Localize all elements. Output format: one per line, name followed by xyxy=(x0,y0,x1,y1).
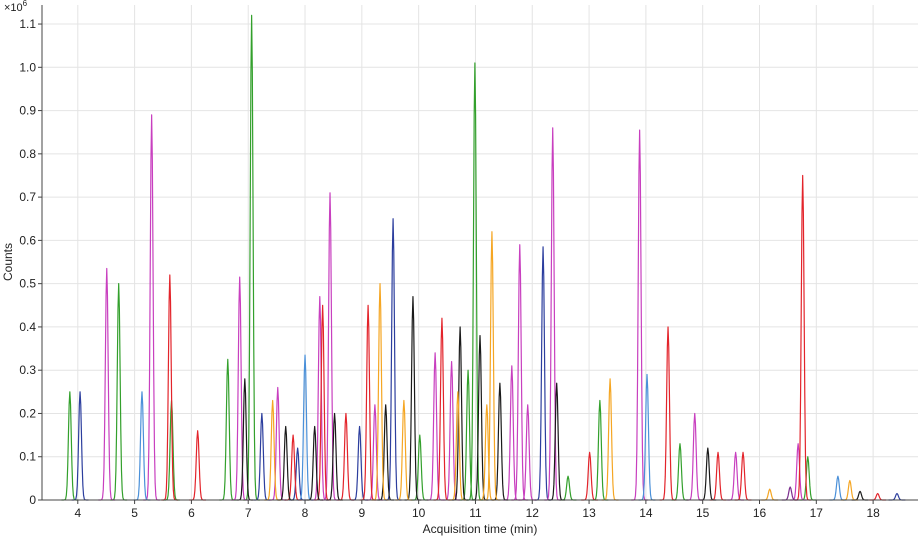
x-tick-label: 8 xyxy=(302,506,309,520)
y-tick-label: 0.5 xyxy=(19,277,36,291)
axes: 0 0.1 0.2 0.3 0.4 0.5 0.6 0.7 0.8 0.9 1.0 1.1 4 5 6 7 8 9… xyxy=(19,5,918,520)
y-tick-label: 1.1 xyxy=(19,17,36,31)
x-tick-label: 5 xyxy=(131,506,138,520)
y-tick-label: 0.6 xyxy=(19,233,36,247)
x-axis-label: Acquisition time (min) xyxy=(423,522,538,536)
y-tick-label: 0.7 xyxy=(19,190,36,204)
y-tick-label: 1.0 xyxy=(19,60,36,74)
x-tick-label: 17 xyxy=(810,506,824,520)
y-tick-label: 0.3 xyxy=(19,363,36,377)
y-tick-label: 0.2 xyxy=(19,406,36,420)
multiplier-exp: 6 xyxy=(23,0,28,8)
multiplier: ×106 xyxy=(4,0,28,14)
x-tick-label: 4 xyxy=(74,506,81,520)
y-tick-label: 0.1 xyxy=(19,450,36,464)
x-tick-label: 11 xyxy=(469,506,482,520)
y-tick-label: 0.9 xyxy=(19,104,36,118)
x-tick-label: 15 xyxy=(696,506,710,520)
x-tick-label: 6 xyxy=(188,506,195,520)
y-axis-label: Counts xyxy=(1,243,15,281)
x-tick-label: 7 xyxy=(245,506,252,520)
grid xyxy=(42,5,918,501)
x-tick-label: 10 xyxy=(412,506,426,520)
x-tick-label: 13 xyxy=(582,506,596,520)
x-tick-label: 12 xyxy=(526,506,540,520)
x-tick-label: 18 xyxy=(866,506,880,520)
y-tick-label: 0 xyxy=(29,493,36,507)
x-tick-label: 14 xyxy=(639,506,653,520)
x-tick-label: 9 xyxy=(358,506,365,520)
y-tick-label: 0.8 xyxy=(19,147,36,161)
multiplier-base: ×10 xyxy=(4,2,23,14)
x-tick-label: 16 xyxy=(753,506,767,520)
y-tick-label: 0.4 xyxy=(19,320,36,334)
